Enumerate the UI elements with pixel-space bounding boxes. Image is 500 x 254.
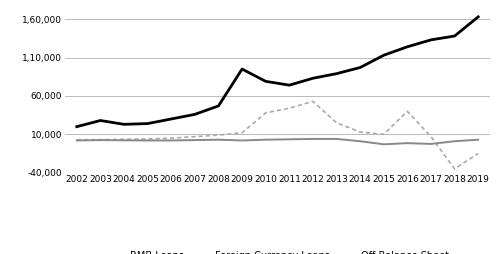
Foreign Currency Loans xyxy=(452,140,458,143)
Off Balance Sheet xyxy=(475,152,481,155)
Off Balance Sheet xyxy=(168,137,174,140)
Foreign Currency Loans xyxy=(98,139,103,142)
Legend: RMB Loans, Foreign Currency Loans, Off Balance Sheet: RMB Loans, Foreign Currency Loans, Off B… xyxy=(102,247,453,254)
Off Balance Sheet xyxy=(404,110,410,113)
RMB Loans xyxy=(357,66,363,69)
Foreign Currency Loans xyxy=(310,137,316,140)
Off Balance Sheet xyxy=(144,137,150,140)
Foreign Currency Loans xyxy=(144,139,150,142)
RMB Loans xyxy=(98,119,103,122)
Foreign Currency Loans xyxy=(428,142,434,146)
Off Balance Sheet xyxy=(98,138,103,141)
RMB Loans xyxy=(334,72,340,75)
Foreign Currency Loans xyxy=(475,138,481,141)
Off Balance Sheet xyxy=(286,107,292,110)
RMB Loans xyxy=(452,35,458,38)
RMB Loans xyxy=(239,68,245,71)
Off Balance Sheet xyxy=(381,133,387,136)
RMB Loans xyxy=(475,15,481,18)
Off Balance Sheet xyxy=(357,131,363,134)
Off Balance Sheet xyxy=(74,138,80,141)
Foreign Currency Loans xyxy=(121,139,127,142)
RMB Loans xyxy=(144,122,150,125)
RMB Loans xyxy=(286,84,292,87)
Off Balance Sheet xyxy=(239,131,245,134)
RMB Loans xyxy=(74,125,80,128)
Off Balance Sheet xyxy=(334,121,340,124)
Off Balance Sheet xyxy=(452,167,458,170)
Line: Off Balance Sheet: Off Balance Sheet xyxy=(77,101,478,169)
Foreign Currency Loans xyxy=(404,142,410,145)
Foreign Currency Loans xyxy=(262,138,268,141)
Line: Foreign Currency Loans: Foreign Currency Loans xyxy=(77,139,478,144)
Foreign Currency Loans xyxy=(74,139,80,142)
RMB Loans xyxy=(404,45,410,48)
RMB Loans xyxy=(428,38,434,41)
Line: RMB Loans: RMB Loans xyxy=(77,17,478,127)
RMB Loans xyxy=(381,54,387,57)
Off Balance Sheet xyxy=(192,135,198,138)
Foreign Currency Loans xyxy=(334,137,340,140)
Foreign Currency Loans xyxy=(286,138,292,141)
RMB Loans xyxy=(121,123,127,126)
Foreign Currency Loans xyxy=(216,138,222,141)
Off Balance Sheet xyxy=(262,111,268,114)
Off Balance Sheet xyxy=(216,134,222,137)
Foreign Currency Loans xyxy=(192,139,198,142)
Off Balance Sheet xyxy=(310,100,316,103)
Off Balance Sheet xyxy=(428,135,434,138)
Off Balance Sheet xyxy=(121,138,127,141)
Foreign Currency Loans xyxy=(239,139,245,142)
RMB Loans xyxy=(262,80,268,83)
Foreign Currency Loans xyxy=(381,143,387,146)
Foreign Currency Loans xyxy=(168,139,174,142)
RMB Loans xyxy=(216,104,222,107)
RMB Loans xyxy=(168,117,174,120)
RMB Loans xyxy=(192,113,198,116)
RMB Loans xyxy=(310,77,316,80)
Foreign Currency Loans xyxy=(357,140,363,143)
